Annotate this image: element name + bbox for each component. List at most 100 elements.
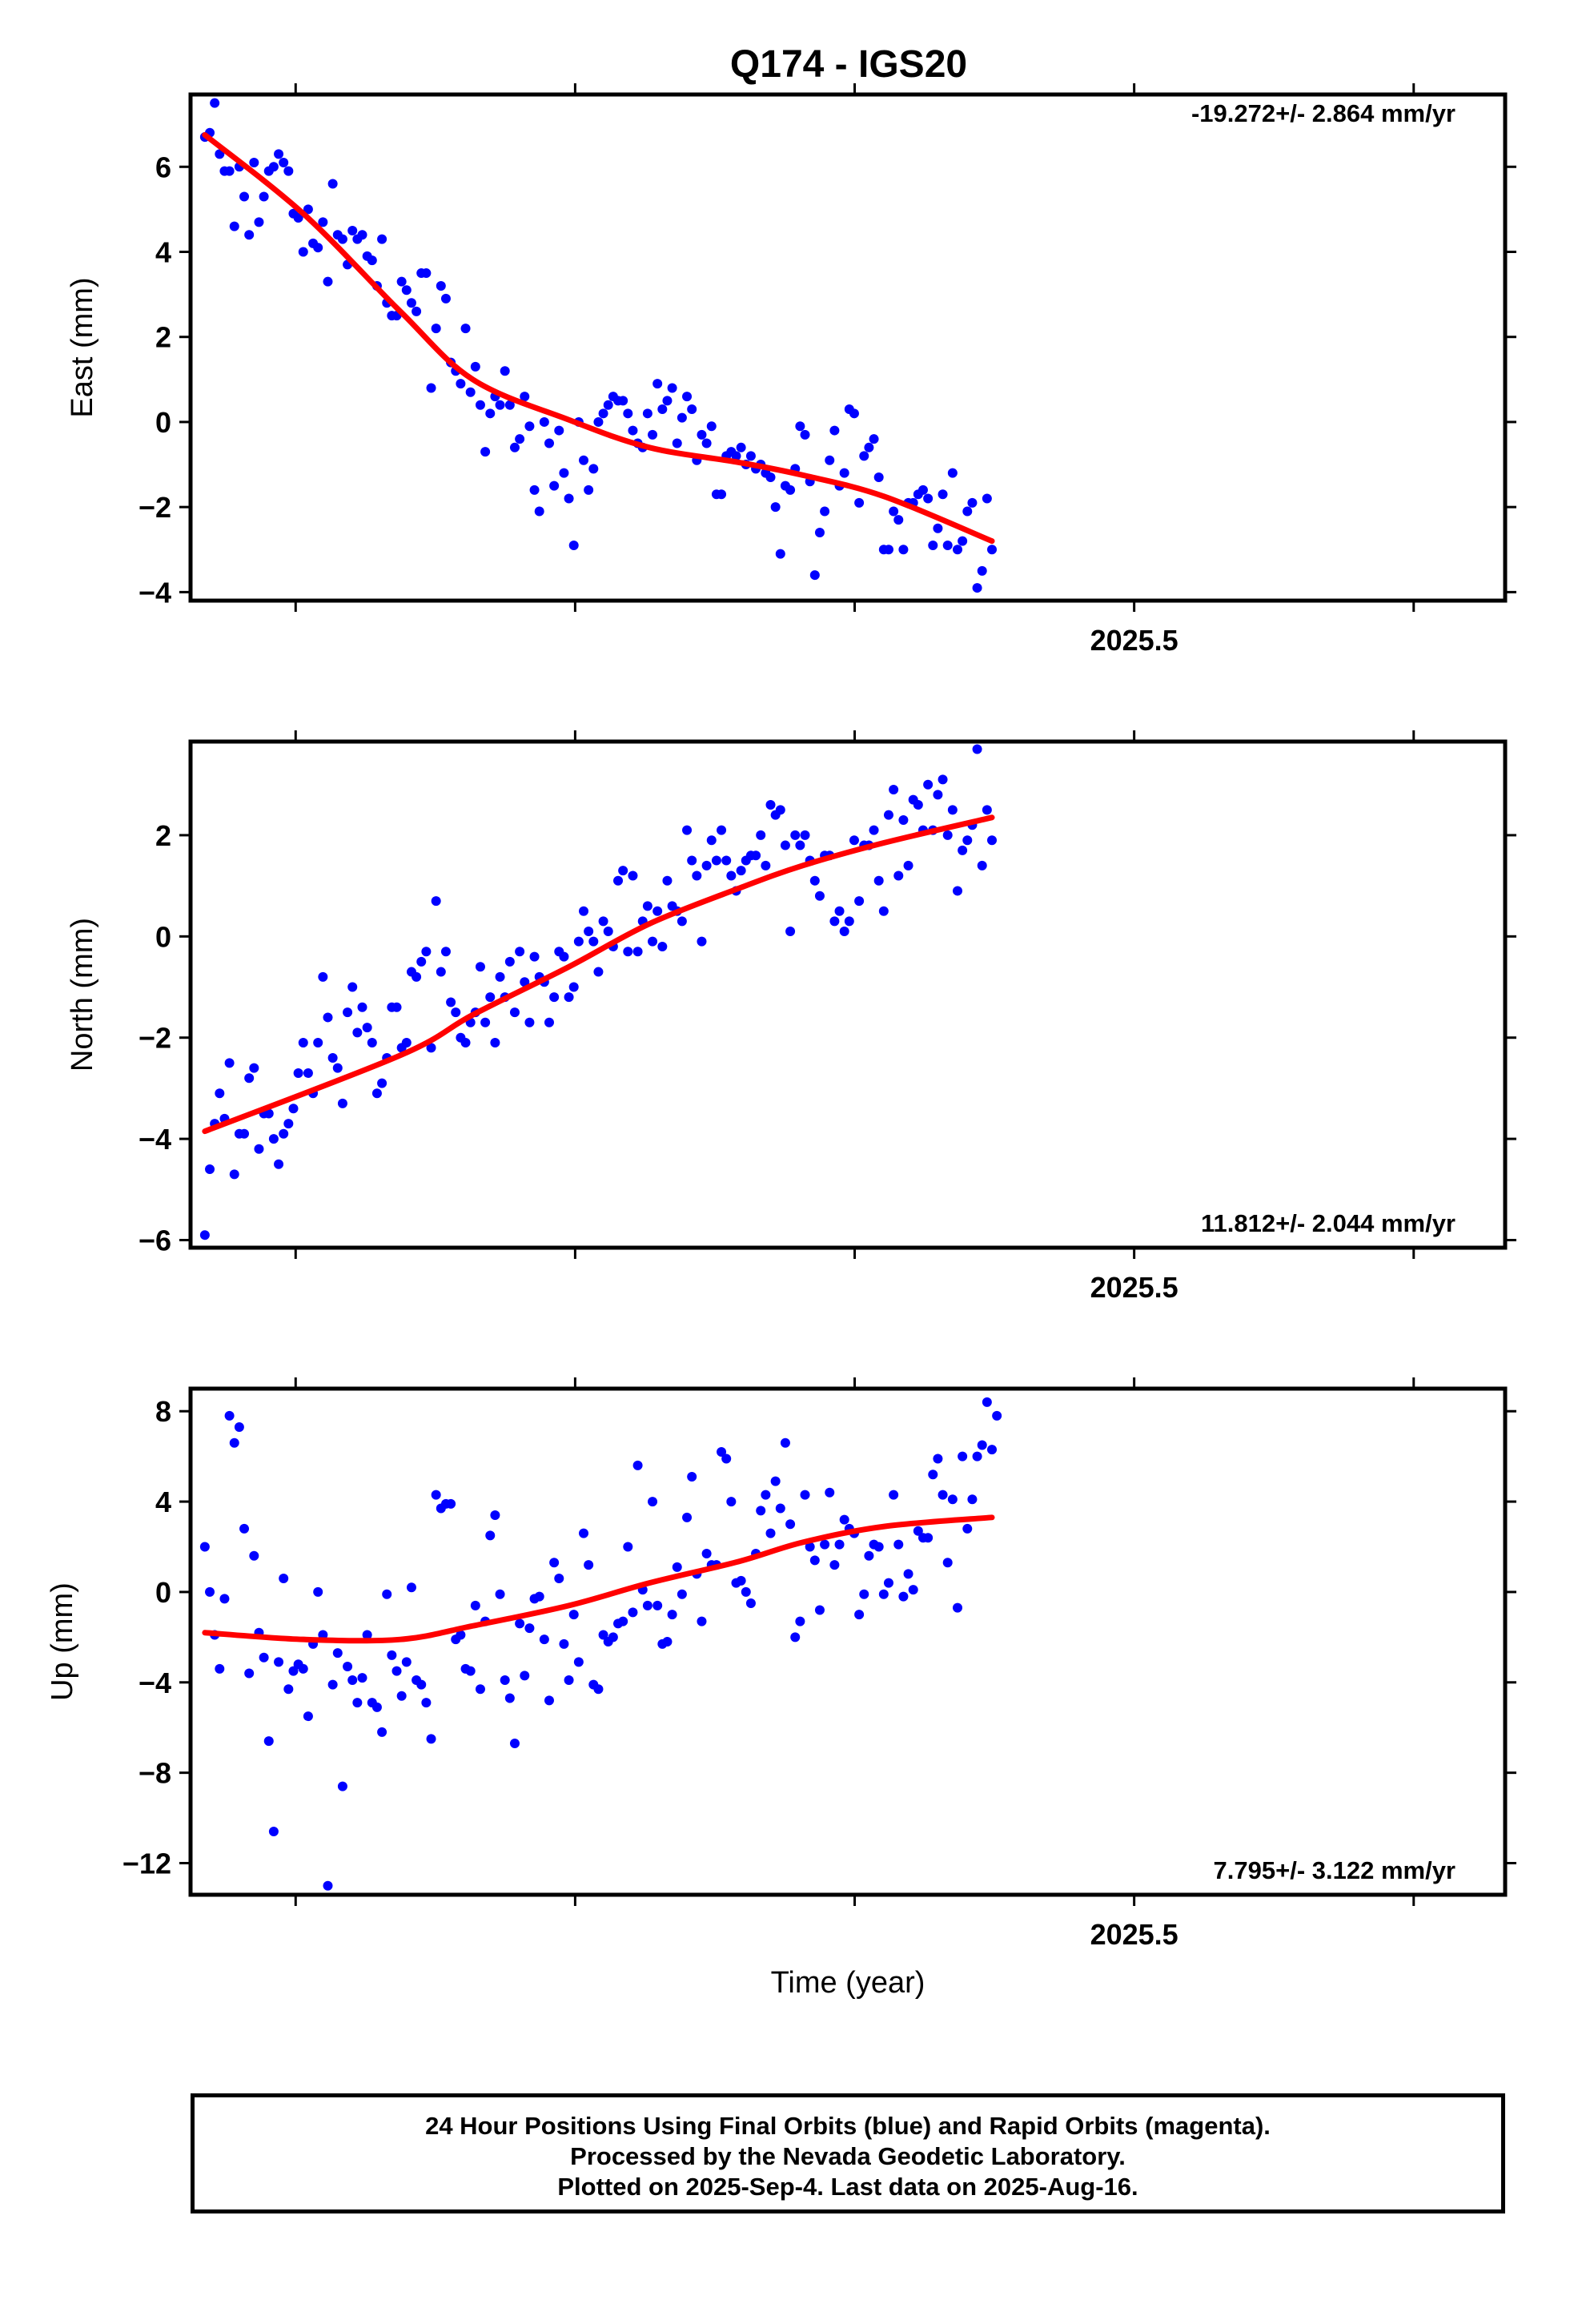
data-point <box>657 941 668 951</box>
data-point <box>642 408 652 419</box>
data-point <box>839 468 849 478</box>
data-point <box>515 434 525 444</box>
data-point <box>279 1128 289 1139</box>
data-point <box>820 506 830 517</box>
data-point <box>913 800 923 810</box>
data-point <box>736 1575 746 1586</box>
data-point <box>672 1562 682 1572</box>
data-point <box>765 800 776 810</box>
data-point <box>697 936 707 947</box>
data-point <box>504 956 515 967</box>
data-point <box>962 506 973 517</box>
data-point <box>825 1487 835 1498</box>
data-point <box>889 785 899 795</box>
data-point <box>470 361 480 372</box>
data-point <box>898 545 909 555</box>
data-point <box>323 1012 333 1023</box>
data-point <box>933 1454 943 1464</box>
data-point <box>559 468 569 478</box>
data-point <box>598 916 608 927</box>
data-point <box>401 285 412 296</box>
data-point <box>554 425 564 436</box>
y-tick-label: −4 <box>139 1123 171 1156</box>
data-point <box>829 1560 840 1570</box>
y-axis-label: Up (mm) <box>46 1582 79 1701</box>
data-point <box>500 366 510 376</box>
data-point <box>726 1497 737 1507</box>
data-point <box>249 1063 259 1073</box>
data-point <box>520 1671 530 1681</box>
data-point <box>347 1675 358 1685</box>
data-point <box>244 1668 255 1679</box>
data-point <box>229 221 239 231</box>
data-point <box>412 971 422 982</box>
rate-label: -19.272+/- 2.864 mm/yr <box>1191 99 1456 127</box>
data-point <box>982 805 992 815</box>
data-point <box>745 451 756 461</box>
data-point <box>667 383 677 393</box>
data-point <box>859 1589 869 1599</box>
data-point <box>706 421 717 432</box>
data-point <box>199 1542 210 1552</box>
data-point <box>829 916 840 927</box>
footer-line-1: 24 Hour Positions Using Final Orbits (bl… <box>425 2112 1271 2140</box>
data-point <box>199 1230 210 1240</box>
data-point <box>987 1445 998 1455</box>
data-point <box>711 855 721 866</box>
data-point <box>504 400 515 410</box>
data-point <box>608 1632 618 1642</box>
data-point <box>343 1662 353 1672</box>
data-point <box>642 1600 652 1610</box>
data-point <box>352 1698 363 1708</box>
data-point <box>539 1634 549 1645</box>
data-point <box>279 1574 289 1583</box>
data-point <box>593 1684 604 1695</box>
data-point <box>628 425 638 436</box>
data-point <box>406 1582 416 1593</box>
data-point <box>509 1738 520 1748</box>
data-point <box>268 162 279 172</box>
data-point <box>431 896 441 907</box>
data-point <box>736 866 746 876</box>
data-point <box>923 1533 934 1543</box>
data-point <box>721 1454 732 1464</box>
y-tick-label: 6 <box>155 151 171 183</box>
data-point <box>982 493 992 504</box>
data-point <box>854 1610 865 1620</box>
y-tick-label: 8 <box>155 1395 171 1428</box>
data-point <box>947 805 958 815</box>
data-point <box>451 1007 461 1018</box>
data-point <box>440 947 451 957</box>
data-point <box>839 927 849 936</box>
data-point <box>456 379 466 389</box>
data-point <box>780 840 790 850</box>
data-point <box>697 1616 707 1626</box>
data-point <box>805 1542 815 1552</box>
data-point <box>485 1530 496 1541</box>
data-point <box>667 1610 677 1620</box>
data-point <box>869 825 879 835</box>
data-point <box>573 936 584 947</box>
data-point <box>283 166 294 176</box>
data-point <box>568 982 579 992</box>
data-point <box>475 1684 485 1695</box>
data-point <box>849 835 859 846</box>
data-point <box>662 875 673 886</box>
data-point <box>509 1007 520 1018</box>
data-point <box>878 1589 889 1599</box>
data-point <box>460 1038 471 1048</box>
data-point <box>564 493 574 504</box>
data-point <box>584 485 594 495</box>
data-point <box>436 967 446 977</box>
data-point <box>873 472 884 482</box>
data-point <box>293 213 303 223</box>
data-point <box>682 392 693 402</box>
data-point <box>274 1657 284 1667</box>
data-point <box>337 234 347 244</box>
data-point <box>972 583 982 593</box>
data-point <box>229 1437 239 1448</box>
data-point <box>682 1512 693 1522</box>
data-point <box>958 536 968 546</box>
data-point <box>568 1610 579 1620</box>
data-point <box>534 506 544 517</box>
